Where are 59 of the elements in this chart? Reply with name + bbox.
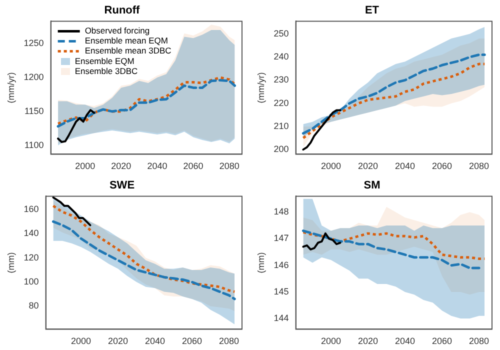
y-tick-label: 220 <box>274 98 289 108</box>
legend-label: Ensemble mean 3DBC <box>84 46 172 56</box>
y-axis-title: (mm) <box>6 252 16 274</box>
x-tick-label: 2060 <box>432 161 452 172</box>
line-series <box>52 220 236 300</box>
x-tick-label: 2060 <box>182 336 202 346</box>
x-tick-label: 2000 <box>70 336 91 346</box>
y-tick-label: 146 <box>274 260 289 270</box>
y-axis-title: (mm) <box>256 252 266 274</box>
y-tick-label: 80 <box>28 300 39 311</box>
line-series <box>302 62 486 140</box>
y-tick-label: 1100 <box>24 140 44 150</box>
y-tick-label: 144 <box>274 313 289 324</box>
y-tick-label: 1250 <box>24 38 44 48</box>
x-tick-label: 2040 <box>394 161 416 172</box>
x-tick-label: 2020 <box>108 336 128 346</box>
x-tick-label: 2080 <box>469 336 490 346</box>
y-axis-title: (mm/yr) <box>256 72 266 104</box>
y-tick-label: 210 <box>274 120 289 131</box>
y-tick-label: 140 <box>24 228 39 238</box>
annotation: Ensemble EQM <box>74 56 134 66</box>
x-tick-label: 2020 <box>358 336 378 346</box>
y-tick-label: 240 <box>274 52 289 62</box>
y-tick-label: 1150 <box>24 106 44 116</box>
y-axis-title: (mm/yr) <box>6 72 16 104</box>
legend-label: Observed forcing <box>84 26 150 36</box>
x-tick-label: 2040 <box>394 336 416 346</box>
y-tick-label: 145 <box>274 286 289 296</box>
y-tick-label: 250 <box>274 28 289 38</box>
x-tick-label: 2060 <box>183 161 204 172</box>
y-tick-label: 200 <box>274 144 289 154</box>
y-tick-label: 148 <box>274 206 289 217</box>
x-tick-label: 2000 <box>75 161 96 172</box>
chart-title: SM <box>364 180 380 192</box>
x-tick-label: 2040 <box>147 161 168 172</box>
chart-title: ET <box>364 4 380 17</box>
x-tick-label: 2000 <box>320 336 341 346</box>
annotation: Ensemble 3DBC <box>74 66 138 76</box>
x-tick-label: 2080 <box>219 161 240 172</box>
y-tick-label: 147 <box>274 233 289 244</box>
chart-title: Runoff <box>104 4 140 17</box>
y-tick-label: 1200 <box>24 72 44 82</box>
line-series <box>302 53 486 135</box>
line-series <box>302 230 486 260</box>
line-series <box>52 204 236 293</box>
legend-label: Ensemble mean EQM <box>84 36 168 46</box>
x-tick-label: 2020 <box>111 161 132 172</box>
x-tick-label: 2080 <box>219 336 240 346</box>
x-tick-label: 2020 <box>358 161 378 172</box>
y-tick-label: 230 <box>274 74 289 85</box>
chart-title: SWE <box>109 180 135 192</box>
line-series <box>302 230 480 270</box>
x-tick-label: 2000 <box>320 161 341 172</box>
y-tick-label: 120 <box>24 252 39 262</box>
y-tick-label: 160 <box>24 204 39 214</box>
x-tick-label: 2040 <box>144 336 166 346</box>
y-tick-label: 100 <box>24 276 39 287</box>
x-tick-label: 2080 <box>469 161 490 172</box>
x-tick-label: 2060 <box>432 336 452 346</box>
